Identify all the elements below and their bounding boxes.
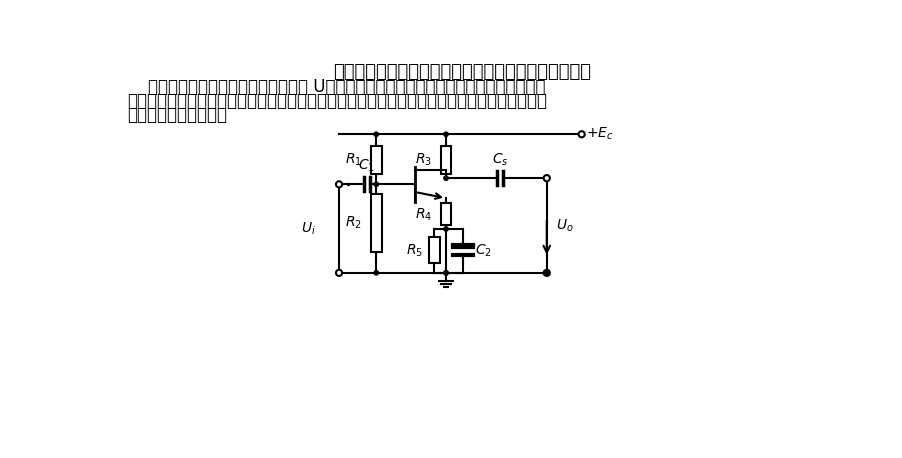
Text: 它具有输入阻抗高、放大倍数稳定、通频带宽等优点。: 它具有输入阻抗高、放大倍数稳定、通频带宽等优点。 (333, 63, 592, 81)
Circle shape (336, 181, 342, 187)
Circle shape (336, 270, 342, 276)
Circle shape (374, 182, 379, 186)
Text: 就是电流串联负反馈。: 就是电流串联负反馈。 (126, 106, 226, 124)
Circle shape (578, 131, 584, 137)
Circle shape (374, 132, 379, 136)
Text: $C_s$: $C_s$ (492, 152, 509, 168)
Text: $R_4$: $R_4$ (415, 206, 432, 223)
Text: $R_2$: $R_2$ (345, 215, 363, 231)
Circle shape (444, 227, 448, 231)
Circle shape (444, 132, 448, 136)
Text: 判断这类反馈电路的方法是；假想把 U。短接等于零，反馈依然存在，所以反馈信号取自: 判断这类反馈电路的方法是；假想把 U。短接等于零，反馈依然存在，所以反馈信号取自 (126, 78, 545, 96)
Circle shape (545, 271, 549, 275)
Circle shape (444, 271, 448, 275)
Text: $U_o$: $U_o$ (556, 217, 574, 234)
Text: $C_1$: $C_1$ (358, 158, 375, 174)
Text: $+E_c$: $+E_c$ (585, 126, 613, 142)
Circle shape (444, 176, 448, 180)
Circle shape (544, 270, 550, 276)
Text: $U_i$: $U_i$ (300, 220, 316, 237)
Text: 输出电流，是电流反馈；假想把输入信号短接，反馈信号依然存在，所以是串联反馈。合起来，: 输出电流，是电流反馈；假想把输入信号短接，反馈信号依然存在，所以是串联反馈。合起… (126, 92, 547, 110)
Circle shape (444, 271, 448, 275)
Circle shape (374, 271, 379, 275)
Circle shape (544, 175, 550, 181)
Text: $R_3$: $R_3$ (415, 152, 432, 168)
Text: $C_2$: $C_2$ (475, 243, 492, 259)
Text: $R_5$: $R_5$ (407, 243, 424, 259)
Text: $R_1$: $R_1$ (345, 152, 363, 168)
